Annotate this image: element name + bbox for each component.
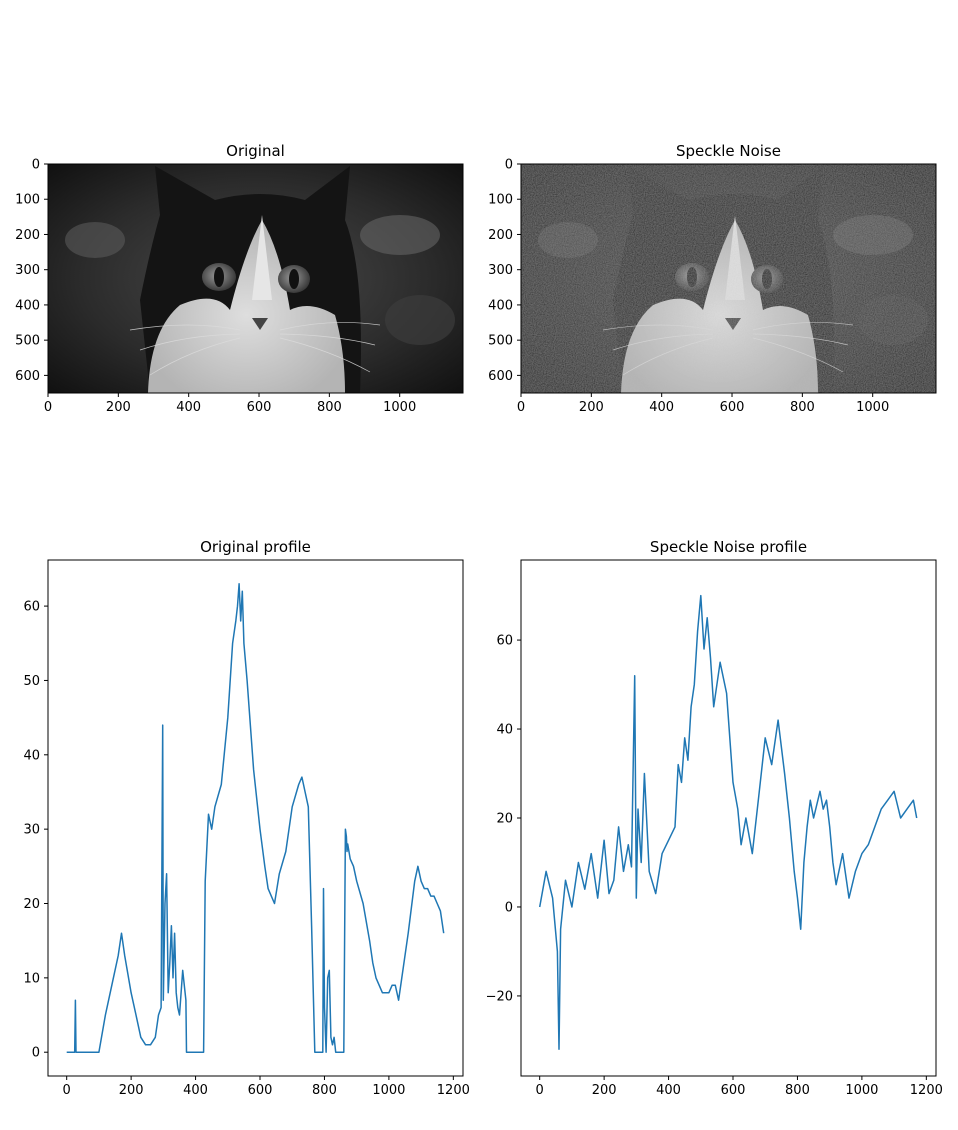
cat-image <box>48 164 463 393</box>
y-tick-label: 200 <box>15 228 40 243</box>
y-tick-label: 40 <box>496 723 513 738</box>
y-tick-label: 400 <box>488 298 513 313</box>
speckle-profile-panel: Speckle Noise profile <box>520 538 937 1077</box>
y-tick-label: 600 <box>15 369 40 384</box>
x-tick-label: 800 <box>312 1083 337 1098</box>
x-tick-label: 800 <box>785 1083 810 1098</box>
y-tick-label: 20 <box>496 812 513 827</box>
original-title: Original <box>226 142 285 160</box>
y-tick-label: 60 <box>496 634 513 649</box>
y-tick-label: −20 <box>486 989 513 1004</box>
x-tick-label: 1000 <box>856 400 889 415</box>
y-tick-label: 500 <box>15 334 40 349</box>
y-tick-label: 400 <box>15 298 40 313</box>
y-tick-label: 300 <box>15 263 40 278</box>
x-tick-label: 600 <box>248 1083 273 1098</box>
x-tick-label: 400 <box>176 400 201 415</box>
cat-image-speckle <box>521 164 936 393</box>
speckle-profile-title: Speckle Noise profile <box>650 538 807 556</box>
x-tick-label: 200 <box>592 1083 617 1098</box>
x-tick-label: 0 <box>536 1083 544 1098</box>
speckle-profile-line <box>538 594 918 1051</box>
x-tick-label: 400 <box>183 1083 208 1098</box>
original-profile-panel: Original profile <box>47 538 464 1077</box>
x-tick-label: 200 <box>106 400 131 415</box>
original-profile-line <box>66 583 445 1053</box>
x-tick-label: 200 <box>119 1083 144 1098</box>
x-tick-label: 1200 <box>910 1083 943 1098</box>
y-tick-label: 50 <box>23 674 40 689</box>
y-tick-label: 30 <box>23 823 40 838</box>
y-tick-label: 100 <box>15 193 40 208</box>
x-tick-label: 600 <box>720 400 745 415</box>
y-tick-label: 100 <box>488 193 513 208</box>
speckle-image-panel: Speckle Noise <box>520 142 937 394</box>
x-tick-label: 600 <box>247 400 272 415</box>
y-tick-label: 10 <box>23 971 40 986</box>
x-tick-label: 800 <box>317 400 342 415</box>
y-tick-label: 300 <box>488 263 513 278</box>
x-tick-label: 1000 <box>383 400 416 415</box>
y-tick-label: 0 <box>505 900 513 915</box>
x-tick-label: 0 <box>63 1083 71 1098</box>
x-tick-label: 400 <box>649 400 674 415</box>
y-tick-label: 40 <box>23 748 40 763</box>
x-tick-label: 0 <box>517 400 525 415</box>
y-tick-label: 0 <box>32 1046 40 1061</box>
y-tick-label: 500 <box>488 334 513 349</box>
y-tick-label: 60 <box>23 600 40 615</box>
x-tick-label: 200 <box>579 400 604 415</box>
x-tick-label: 600 <box>721 1083 746 1098</box>
x-tick-label: 800 <box>790 400 815 415</box>
original-profile-title: Original profile <box>200 538 311 556</box>
original-image-panel: Original <box>47 142 464 394</box>
y-tick-label: 600 <box>488 369 513 384</box>
y-tick-label: 0 <box>32 158 40 173</box>
speckle-title: Speckle Noise <box>676 142 781 160</box>
x-tick-label: 1000 <box>845 1083 878 1098</box>
x-tick-label: 1000 <box>372 1083 405 1098</box>
x-tick-label: 400 <box>656 1083 681 1098</box>
y-tick-label: 20 <box>23 897 40 912</box>
x-tick-label: 1200 <box>437 1083 470 1098</box>
y-tick-label: 0 <box>505 158 513 173</box>
y-tick-label: 200 <box>488 228 513 243</box>
x-tick-label: 0 <box>44 400 52 415</box>
